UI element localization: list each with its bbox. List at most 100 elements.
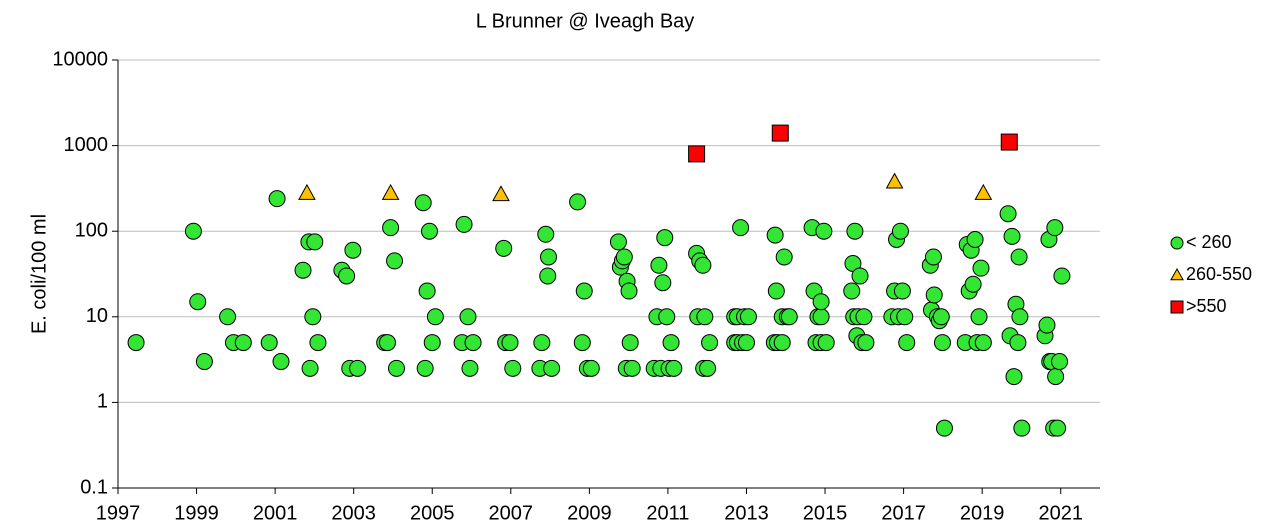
x-tick-label: 1997 [96,502,141,524]
point [423,334,441,352]
point [492,185,510,202]
y-tick-label: 100 [75,219,108,241]
point [855,308,873,326]
point [767,282,785,300]
point [219,308,237,326]
point [656,229,674,247]
y-tick-label: 10000 [52,48,108,70]
point [414,194,432,212]
point [1009,334,1027,352]
point [1051,353,1069,371]
x-tick-label: 2001 [253,502,298,524]
point [540,248,558,266]
point [699,359,717,377]
point [893,282,911,300]
point [298,183,316,200]
legend-label: < 260 [1186,232,1232,252]
point [851,267,869,285]
point [504,359,522,377]
x-tick-label: 2011 [646,502,689,524]
point [184,222,202,240]
point [461,359,479,377]
point [195,353,213,371]
point [306,233,324,251]
y-tick-label: 0.1 [80,476,108,498]
point [1000,133,1018,151]
point [732,219,750,237]
x-tick-label: 2019 [960,502,1005,524]
x-tick-label: 2015 [803,502,848,524]
point [932,308,950,326]
point [846,222,864,240]
legend-marker [1170,300,1184,314]
y-tick-label: 10 [86,305,108,327]
point [933,334,951,352]
point [1053,267,1071,285]
point [420,222,438,240]
point [260,334,278,352]
point [344,241,362,259]
point [620,282,638,300]
y-tick-label: 1000 [64,134,109,156]
point [1010,248,1028,266]
point [815,222,833,240]
point [739,308,757,326]
point [737,334,755,352]
point [533,334,551,352]
point [455,215,473,233]
y-axis-label: E. coli/100 ml [28,214,50,334]
point [924,248,942,266]
point [537,225,555,243]
x-tick-label: 2003 [331,502,376,524]
point [974,183,993,200]
point [189,293,207,311]
point [386,252,404,270]
x-tick-label: 1999 [174,502,219,524]
point [621,334,639,352]
point [766,226,784,244]
point [1013,419,1031,437]
point [268,190,286,208]
point [127,334,145,352]
point [1046,219,1064,237]
x-tick-label: 2021 [1038,502,1083,524]
point [338,267,356,285]
point [966,230,984,248]
point [623,359,641,377]
point [812,293,830,311]
point [495,239,513,257]
point [694,256,712,274]
point [817,334,835,352]
point [382,219,400,237]
point [999,205,1017,223]
point [974,334,992,352]
point [416,359,434,377]
x-tick-label: 2007 [489,502,534,524]
point [891,222,909,240]
point [387,359,405,377]
point [615,248,633,266]
point [1003,227,1021,245]
chart-title: L Brunner @ Iveagh Bay [476,10,695,32]
point [896,308,914,326]
x-tick-label: 2009 [567,502,612,524]
point [775,248,793,266]
point [464,334,482,352]
point [898,334,916,352]
point [1049,419,1067,437]
point [309,334,327,352]
point [426,308,444,326]
point [381,183,400,200]
point [1047,368,1065,386]
point [885,172,904,189]
y-tick-label: 1 [97,391,108,413]
legend-marker [1170,267,1184,281]
point [773,334,791,352]
point [1011,308,1029,326]
x-tick-label: 2013 [724,502,769,524]
point [459,308,477,326]
point [304,308,322,326]
point [349,359,367,377]
legend-label: 260-550 [1186,264,1252,284]
